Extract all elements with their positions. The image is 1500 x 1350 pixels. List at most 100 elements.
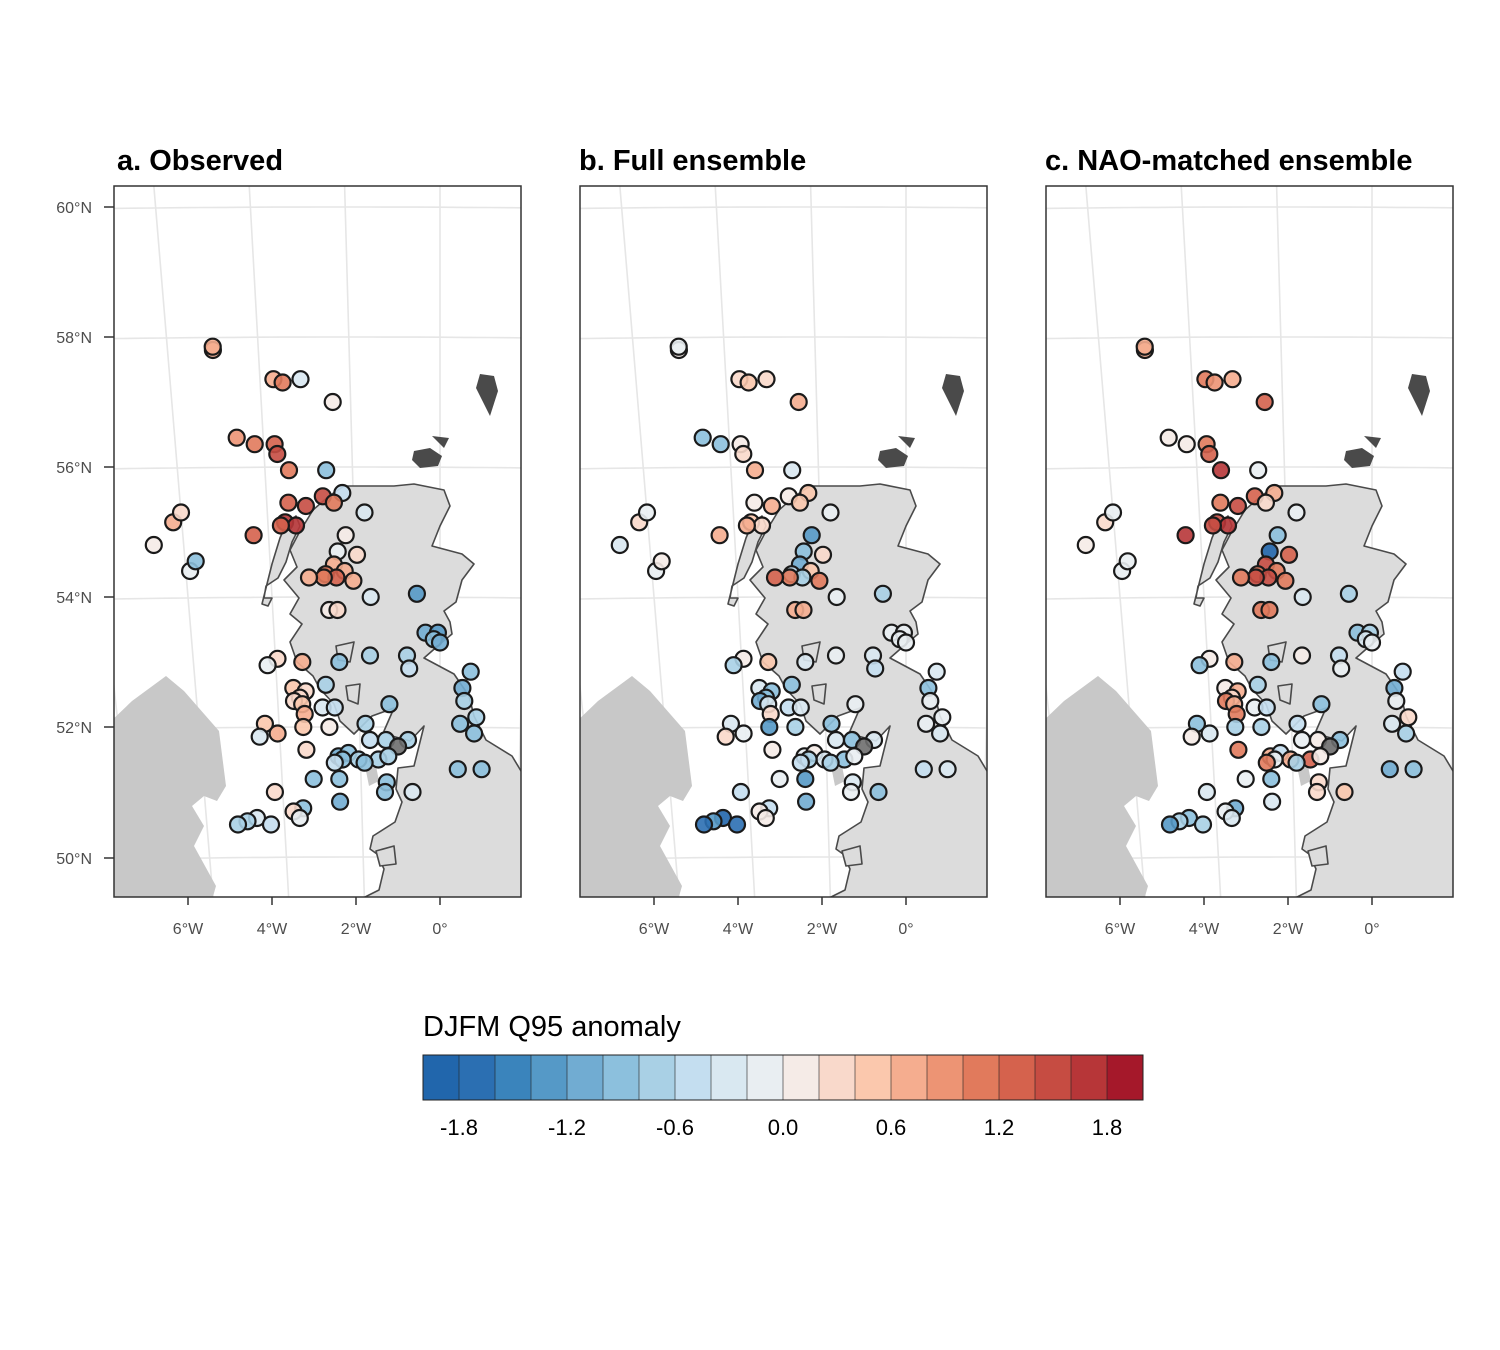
station-marker [245,435,264,454]
colorbar-swatch [1107,1055,1144,1100]
station-marker [1211,461,1231,480]
station-marker [693,428,712,447]
station-marker [1182,727,1201,746]
colorbar-swatch [567,1055,604,1100]
station-marker [144,535,163,555]
station-marker [261,815,281,834]
station-marker [938,760,957,779]
colorbar-swatch [783,1055,820,1100]
station-marker [273,373,292,392]
station-marker [724,656,743,675]
station-marker [637,503,657,522]
station-marker [694,815,714,834]
lon-tick-label: 2°W [341,921,372,938]
station-marker [455,691,474,711]
station-marker [294,717,313,737]
colorbar-ticks: -1.8 -1.2 -0.6 0.0 0.6 1.2 1.8 [440,1115,1122,1140]
station-marker [791,698,810,717]
station-marker [1200,724,1219,743]
station-marker [461,662,480,681]
station-marker [186,552,205,571]
station-marker [347,545,367,564]
station-marker [866,659,885,678]
station-marker [250,727,269,746]
station-marker [791,753,810,772]
station-marker [355,753,374,772]
station-marker [821,503,840,522]
colorbar-swatch [459,1055,496,1100]
station-marker [810,571,829,590]
station-marker [328,600,347,620]
station-marker [286,516,306,535]
station-markers [610,337,957,834]
colorbar-swatch [927,1055,964,1100]
station-marker [1380,760,1399,779]
station-marker [279,493,298,512]
station-marker [610,535,629,555]
station-markers [144,337,491,834]
station-marker [1257,753,1276,772]
station-marker [783,461,802,480]
station-marker [669,337,688,356]
station-markers [1076,337,1423,834]
station-marker [1292,730,1312,750]
lon-tick-label: 6°W [639,921,670,938]
station-marker [1225,652,1244,672]
station-marker [403,782,422,802]
station-marker [1339,584,1358,603]
colorbar-swatch [1071,1055,1108,1100]
lat-tick-label: 56°N [56,460,92,477]
station-marker [931,724,950,743]
station-marker [1190,656,1209,675]
station-marker [1311,747,1330,766]
colorbar-swatch [1035,1055,1072,1100]
station-marker [1135,337,1154,356]
station-marker [780,568,799,587]
lat-tick-label: 54°N [56,590,92,607]
station-marker [1387,691,1406,711]
map-panel-observed [113,185,522,905]
station-marker [745,493,764,512]
station-marker [324,493,343,512]
colorbar-tick-label: 1.2 [984,1115,1015,1140]
station-marker [796,769,815,789]
station-marker [1260,600,1279,620]
station-marker [1223,370,1242,389]
colorbar-tick-label: -1.8 [440,1115,478,1140]
station-marker [796,652,815,672]
station-marker [826,730,846,750]
station-marker [1226,717,1245,737]
station-marker [1236,769,1255,789]
station-marker [1287,753,1306,772]
colorbar-legend: DJFM Q95 anomaly -1.8 -1.2 -0.6 0.0 0.6 1.2 1.… [422,1011,1144,1140]
station-marker [1159,428,1178,447]
station-marker [375,782,395,802]
station-marker [297,740,316,759]
station-marker [325,753,344,772]
station-marker [1255,392,1274,412]
colorbar-tick-label: 1.8 [1092,1115,1123,1140]
station-marker [360,730,380,750]
map-panel-full-ensemble [579,185,988,905]
lon-tick-label: 4°W [723,921,754,938]
station-marker [451,714,470,733]
station-marker [1177,435,1196,454]
station-marker [290,808,309,828]
station-marker [1076,535,1095,555]
longitude-axis-c: 6°W 4°W 2°W 0° [1105,921,1380,938]
station-marker [407,584,426,603]
colorbar-swatch [963,1055,1000,1100]
lon-tick-label: 0° [1364,921,1379,938]
station-marker [1399,708,1418,727]
station-marker [1335,782,1354,802]
station-marker [379,747,398,766]
panel-frame [579,185,988,898]
longitude-axis-a: 6°W 4°W 2°W 0° [173,921,448,938]
station-marker [1229,740,1248,759]
great-britain-land [727,373,987,897]
station-marker [869,782,888,802]
station-marker [304,769,323,789]
station-marker [1362,633,1382,652]
colorbar-swatch [711,1055,748,1100]
station-marker [268,724,287,743]
